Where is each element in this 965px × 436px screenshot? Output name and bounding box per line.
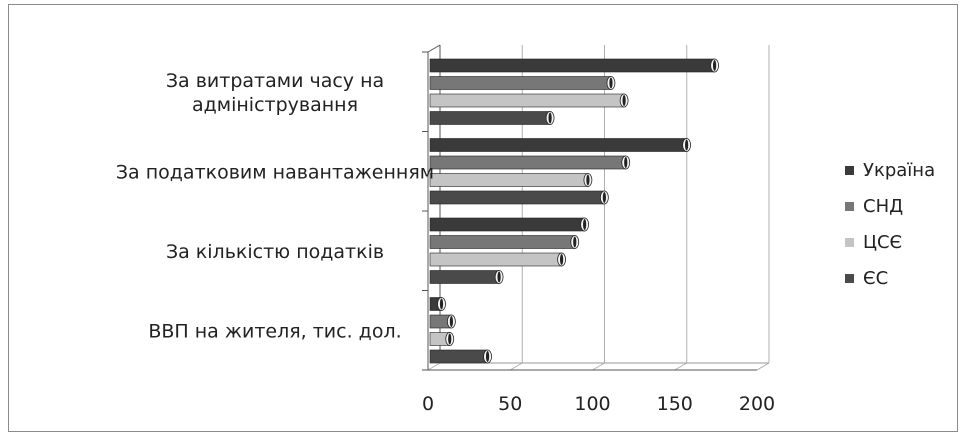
bar-cap-shade — [548, 113, 551, 124]
bar — [430, 59, 715, 72]
legend-label: ЦСЄ — [863, 232, 902, 253]
bar — [430, 156, 626, 169]
bar-cap-shade — [560, 254, 563, 265]
bar — [430, 191, 604, 204]
x-tick-label: 50 — [498, 393, 522, 415]
legend-label: СНД — [863, 196, 903, 217]
category-label: За витратами часу на — [166, 70, 384, 92]
bar — [430, 112, 550, 125]
bar-cap-shade — [624, 157, 627, 168]
bar-cap-shade — [603, 192, 606, 203]
legend-swatch — [845, 274, 854, 283]
bar-cap-shade — [448, 334, 451, 345]
bar-cap-shade — [609, 78, 612, 89]
bar — [430, 271, 499, 284]
legend-swatch — [845, 166, 854, 175]
bar — [430, 139, 687, 152]
bar — [430, 253, 562, 266]
category-label: За податковим навантаженням — [116, 161, 434, 183]
floor-gridline — [428, 363, 440, 370]
x-tick-label: 200 — [739, 393, 775, 415]
bar-cap-shade — [623, 95, 626, 106]
bar — [430, 174, 588, 187]
bar-cap-shade — [497, 272, 500, 283]
category-label: адміністрування — [192, 94, 358, 116]
legend-swatch — [845, 238, 854, 247]
floor-gridline — [510, 363, 522, 370]
axis-corner — [428, 45, 440, 52]
bar-cap-shade — [440, 299, 443, 310]
bar — [430, 218, 585, 231]
bar-cap-shade — [583, 219, 586, 230]
floor-gridline — [675, 363, 687, 370]
legend-label: Україна — [863, 160, 935, 181]
bar-cap-shade — [685, 140, 688, 151]
floor-gridline — [593, 363, 605, 370]
bar-cap-shade — [450, 316, 453, 327]
bar-cap-shade — [713, 60, 716, 71]
bar — [430, 236, 575, 249]
legend-label: ЄС — [863, 268, 888, 289]
bar — [430, 77, 611, 90]
bar-cap-shade — [586, 175, 589, 186]
bar — [430, 94, 624, 107]
bar — [430, 350, 488, 363]
x-tick-label: 100 — [574, 393, 610, 415]
x-tick-label: 0 — [422, 393, 434, 415]
x-tick-label: 150 — [657, 393, 693, 415]
category-label: ВВП на жителя, тис. дол. — [148, 320, 401, 342]
category-label: За кількістю податків — [166, 241, 384, 263]
floor-gridline — [757, 363, 769, 370]
bar-cap-shade — [486, 351, 489, 362]
legend-swatch — [845, 202, 854, 211]
bar-cap-shade — [573, 237, 576, 248]
